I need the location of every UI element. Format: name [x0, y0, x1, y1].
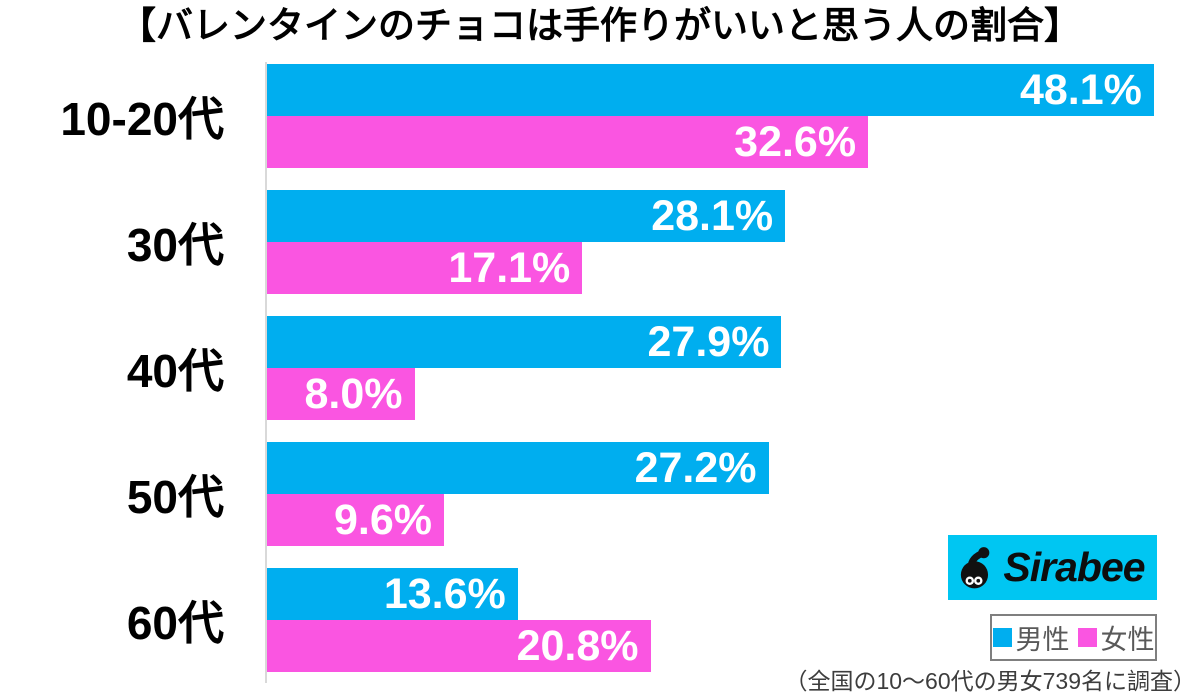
value-label-female: 9.6% — [333, 495, 432, 544]
bar-male: 27.2% — [267, 442, 769, 494]
category-label: 40代 — [126, 345, 224, 397]
bar-female: 9.6% — [267, 494, 444, 546]
value-label-female: 20.8% — [516, 621, 639, 670]
sirabee-mascot-icon — [961, 546, 990, 588]
male-legend-label: 男性 — [1015, 625, 1070, 655]
legend-item-male: 男性 — [992, 618, 1070, 657]
bar-male: 13.6% — [267, 568, 518, 620]
y-axis-line — [265, 62, 267, 683]
value-label-male: 27.9% — [647, 317, 770, 366]
sirabee-logo-text: Sirabee — [1003, 544, 1145, 590]
male-legend-swatch-icon — [992, 628, 1012, 647]
value-label-female: 17.1% — [448, 243, 571, 292]
bar-female: 32.6% — [267, 116, 869, 168]
legend-box: 男性 女性 — [990, 614, 1157, 661]
bar-male: 48.1% — [267, 64, 1154, 116]
value-label-female: 32.6% — [734, 117, 857, 166]
category-label: 10-20代 — [60, 93, 224, 145]
value-label-male: 28.1% — [651, 191, 774, 240]
bar-male: 28.1% — [267, 190, 786, 242]
female-legend-label: 女性 — [1100, 625, 1155, 655]
bar-female: 20.8% — [267, 620, 651, 672]
sirabee-logo: Sirabee — [948, 535, 1157, 600]
bar-female: 8.0% — [267, 368, 415, 420]
category-label: 30代 — [126, 219, 224, 271]
female-legend-swatch-icon — [1077, 628, 1097, 647]
survey-footnote: （全国の10〜60代の男女739名に調査） — [784, 668, 1196, 694]
bar-female: 17.1% — [267, 242, 583, 294]
value-label-female: 8.0% — [304, 369, 403, 418]
value-label-male: 48.1% — [1019, 65, 1142, 114]
chart-title: 【バレンタインのチョコは手作りがいいと思う人の割合】 — [119, 5, 1081, 46]
legend-item-female: 女性 — [1077, 618, 1155, 657]
category-label: 50代 — [126, 471, 224, 523]
category-label: 60代 — [126, 597, 224, 649]
bar-male: 27.9% — [267, 316, 782, 368]
value-label-male: 27.2% — [634, 443, 757, 492]
value-label-male: 13.6% — [383, 569, 506, 618]
